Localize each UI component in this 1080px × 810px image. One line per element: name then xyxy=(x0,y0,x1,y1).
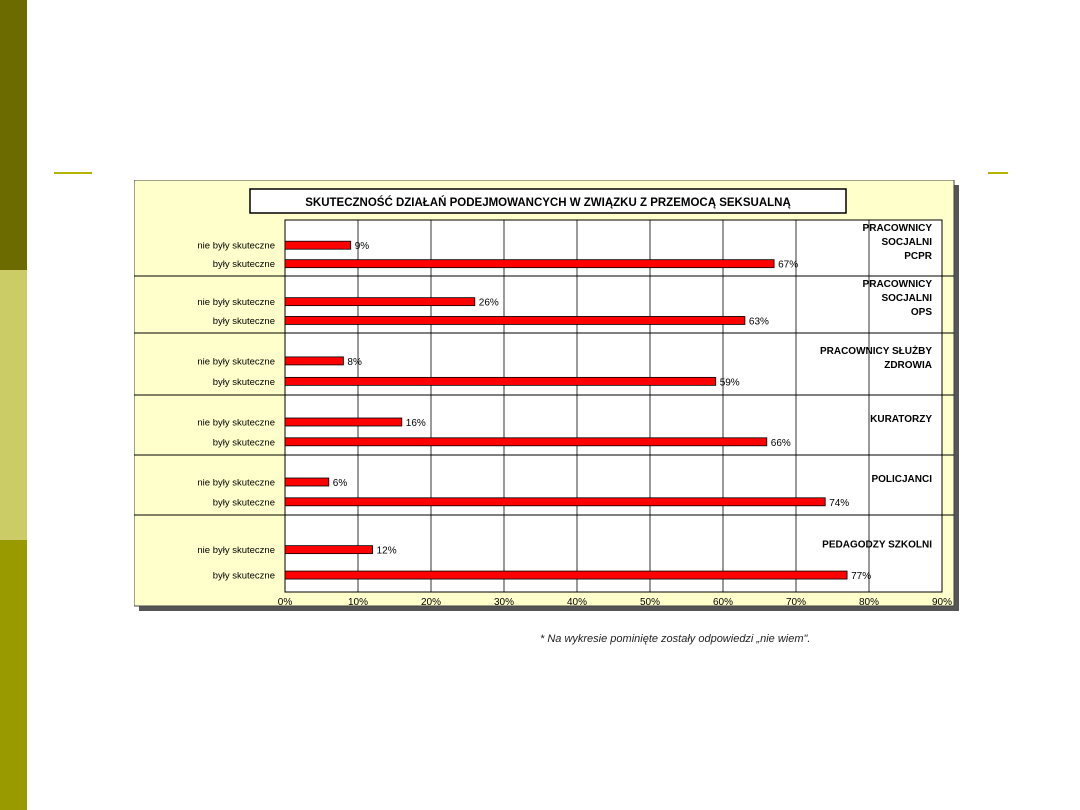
x-tick-label: 20% xyxy=(421,597,441,608)
group-name-label: PRACOWNICY SŁUŻBY xyxy=(820,344,932,357)
bar-value-label: 26% xyxy=(479,298,499,309)
chart-container: SKUTECZNOŚĆ DZIAŁAŃ PODEJMOWANCYCH W ZWI… xyxy=(133,179,962,619)
bar xyxy=(284,297,476,307)
group-name-label: PRACOWNICY xyxy=(863,223,933,234)
bar-value-label: 6% xyxy=(333,478,348,489)
bar xyxy=(284,545,373,555)
x-tick-label: 70% xyxy=(786,597,806,608)
bar-value-label: 66% xyxy=(771,438,791,449)
bar xyxy=(284,477,330,487)
bar-value-label: 77% xyxy=(851,571,871,582)
group-name-label: POLICJANCI xyxy=(871,474,932,485)
bar-value-label: 67% xyxy=(778,260,798,271)
plot-area xyxy=(284,219,943,593)
side-band-bottom xyxy=(0,540,27,810)
x-tick-label: 80% xyxy=(859,597,879,608)
group-name-label: PEDAGODZY SZKOLNI xyxy=(822,540,932,551)
bar-value-label: 74% xyxy=(829,498,849,509)
bar-value-label: 9% xyxy=(355,241,370,252)
group-name-label: SOCJALNI xyxy=(881,293,932,304)
x-tick-label: 60% xyxy=(713,597,733,608)
bar-value-label: 16% xyxy=(406,418,426,429)
bar-category-label: były skuteczne xyxy=(213,497,275,508)
bar-category-label: nie były skuteczne xyxy=(197,356,275,367)
x-tick-label: 40% xyxy=(567,597,587,608)
chart-title-box xyxy=(249,188,847,214)
group-name-label: KURATORZY xyxy=(870,414,932,425)
bar-chart: SKUTECZNOŚĆ DZIAŁAŃ PODEJMOWANCYCH W ZWI… xyxy=(133,179,959,611)
bar-category-label: były skuteczne xyxy=(213,571,275,582)
bar xyxy=(284,259,775,269)
accent-line-left xyxy=(54,172,92,174)
group-name-label: ZDROWIA xyxy=(884,360,932,371)
bar-category-label: nie były skuteczne xyxy=(197,545,275,556)
x-tick-label: 50% xyxy=(640,597,660,608)
bar xyxy=(284,356,344,366)
bar-value-label: 63% xyxy=(749,316,769,327)
x-tick-label: 30% xyxy=(494,597,514,608)
bar-value-label: 12% xyxy=(377,546,397,557)
x-tick-label: 10% xyxy=(348,597,368,608)
bar xyxy=(284,437,768,447)
bar-category-label: były skuteczne xyxy=(213,316,275,327)
bar-category-label: nie były skuteczne xyxy=(197,241,275,252)
bar xyxy=(284,316,746,325)
bar-category-label: były skuteczne xyxy=(213,437,275,448)
footnote: * Na wykresie pominięte zostały odpowied… xyxy=(540,633,811,645)
bar xyxy=(284,570,848,580)
bar xyxy=(284,497,826,507)
bar-category-label: nie były skuteczne xyxy=(197,297,275,308)
bar-category-label: były skuteczne xyxy=(213,377,275,388)
x-tick-label: 90% xyxy=(932,597,952,608)
group-name-label: PCPR xyxy=(904,251,933,262)
bar-category-label: były skuteczne xyxy=(213,259,275,270)
bar-category-label: nie były skuteczne xyxy=(197,478,275,489)
bar-category-label: nie były skuteczne xyxy=(197,418,275,429)
group-name-label: SOCJALNI xyxy=(881,237,932,248)
accent-line-right xyxy=(988,172,1008,174)
group-name-label: OPS xyxy=(911,307,932,318)
bar-value-label: 8% xyxy=(347,357,362,368)
bar-value-label: 59% xyxy=(720,377,740,388)
bar xyxy=(284,417,403,427)
bar xyxy=(284,240,352,250)
group-name-label: PRACOWNICY xyxy=(863,279,933,290)
side-band-middle xyxy=(0,270,27,540)
side-band-top xyxy=(0,0,27,270)
bar xyxy=(284,376,717,386)
x-tick-label: 0% xyxy=(278,597,293,608)
chart-title: SKUTECZNOŚĆ DZIAŁAŃ PODEJMOWANCYCH W ZWI… xyxy=(305,196,791,209)
